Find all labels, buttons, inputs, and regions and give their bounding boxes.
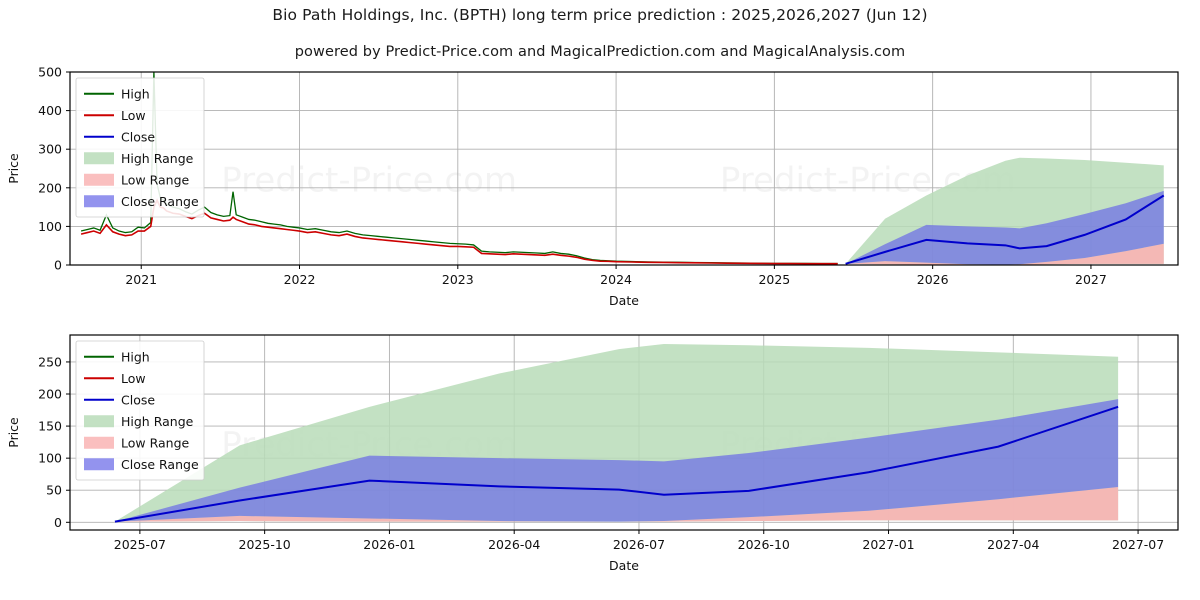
axes-frame: [69, 334, 1179, 531]
y-tick-label: 500: [38, 65, 62, 80]
legend-label: Low: [121, 371, 146, 386]
legend-label: High: [121, 349, 150, 364]
y-tick-label: 250: [38, 354, 62, 369]
legend: High Low Close High Range Low Range Close Ran…: [75, 77, 205, 218]
legend-patch-swatch: [84, 436, 114, 449]
legend-label: Low Range: [121, 435, 190, 450]
x-axis-label: Date: [609, 293, 639, 308]
legend-patch-swatch: [84, 152, 114, 165]
legend-item-close-range[interactable]: Close Range: [84, 457, 199, 472]
legend-item-high-range[interactable]: High Range: [84, 414, 194, 429]
y-tick-label: 300: [38, 142, 62, 157]
legend-item-low[interactable]: Low: [84, 108, 146, 123]
x-tick-label: 2026: [917, 272, 949, 287]
close-range-band: [114, 399, 1119, 522]
y-tick-label: 100: [38, 219, 62, 234]
legend-item-high[interactable]: High: [84, 86, 150, 101]
x-tick-label: 2025-07: [114, 537, 166, 552]
low-range-band: [114, 487, 1119, 522]
legend-item-high-range[interactable]: High Range: [84, 151, 194, 166]
legend-patch-swatch: [84, 415, 114, 428]
legend-label: Close: [121, 392, 155, 407]
y-tick-label: 150: [38, 419, 62, 434]
page-subtitle: powered by Predict-Price.com and Magical…: [294, 44, 906, 60]
x-tick-label: 2027-01: [862, 537, 914, 552]
watermark-text: Predict-Price.com: [221, 161, 517, 201]
bottom-chart: Predict-Price.comPredict-Price.com050100…: [6, 334, 1179, 573]
x-tick-label: 2021: [125, 272, 157, 287]
plot-area: [114, 343, 1119, 523]
page-title: Bio Path Holdings, Inc. (BPTH) long term…: [272, 6, 928, 24]
x-tick-label: 2026-04: [488, 537, 540, 552]
y-axis-label: Price: [6, 417, 21, 448]
legend-item-low-range[interactable]: Low Range: [84, 435, 190, 450]
top-chart-panel: Predict-Price.comPredict-Price.com 0 100 20…: [0, 62, 1200, 312]
legend-item-low[interactable]: Low: [84, 371, 146, 386]
x-tick-label: 2024: [600, 272, 632, 287]
y-tick-label: 50: [46, 483, 62, 498]
x-axis-label: Date: [609, 558, 639, 573]
x-tick-label: 2026-07: [613, 537, 665, 552]
legend-label: High Range: [121, 414, 194, 429]
legend: High Low Close High Range Low Range Close Ran…: [75, 340, 205, 481]
legend-label: Close Range: [121, 457, 199, 472]
legend-label: High: [121, 86, 150, 101]
y-tick-label: 200: [38, 387, 62, 402]
plot-area: [80, 72, 1165, 265]
legend-item-close-range[interactable]: Close Range: [84, 194, 199, 209]
x-tick-label: 2025-10: [239, 537, 291, 552]
bottom-chart-panel: Predict-Price.comPredict-Price.com050100…: [0, 325, 1200, 600]
legend-patch-swatch: [84, 195, 114, 208]
legend-item-close[interactable]: Close: [84, 129, 155, 144]
close-line: [114, 405, 1119, 523]
top-chart: Predict-Price.comPredict-Price.com 0 100 20…: [6, 65, 1179, 308]
axis-ticks: 0 50 100 150 200 250 2025-07 2025-10 2026-01 2026…: [38, 354, 1164, 552]
y-tick-label: 100: [38, 451, 62, 466]
low-range-band: [845, 243, 1164, 265]
legend-label: Low: [121, 108, 146, 123]
legend-label: Close Range: [121, 194, 199, 209]
axes-frame: [69, 71, 1179, 266]
legend-item-high[interactable]: High: [84, 349, 150, 364]
axis-ticks: 0 100 200 300 400 500 2021 2022 2023 2024 2025 2026…: [38, 65, 1107, 288]
x-tick-label: 2025: [758, 272, 790, 287]
y-axis-label: Price: [6, 153, 21, 184]
x-tick-label: 2027: [1075, 272, 1107, 287]
x-tick-label: 2027-07: [1112, 537, 1164, 552]
legend-item-low-range[interactable]: Low Range: [84, 172, 190, 187]
legend-label: Close: [121, 129, 155, 144]
watermark-layer: Predict-Price.comPredict-Price.com: [221, 161, 1015, 201]
y-tick-label: 200: [38, 180, 62, 195]
x-tick-label: 2027-04: [987, 537, 1039, 552]
x-tick-label: 2023: [442, 272, 474, 287]
y-tick-label: 0: [54, 515, 62, 530]
x-tick-label: 2026-01: [363, 537, 415, 552]
legend-patch-swatch: [84, 458, 114, 471]
legend-label: High Range: [121, 151, 194, 166]
y-tick-label: 0: [54, 258, 62, 273]
close-line: [845, 194, 1165, 265]
close-range-band: [845, 190, 1164, 265]
legend-item-close[interactable]: Close: [84, 392, 155, 407]
x-tick-label: 2026-10: [738, 537, 790, 552]
y-tick-label: 400: [38, 103, 62, 118]
legend-label: Low Range: [121, 172, 190, 187]
x-tick-label: 2022: [284, 272, 316, 287]
legend-patch-swatch: [84, 173, 114, 186]
